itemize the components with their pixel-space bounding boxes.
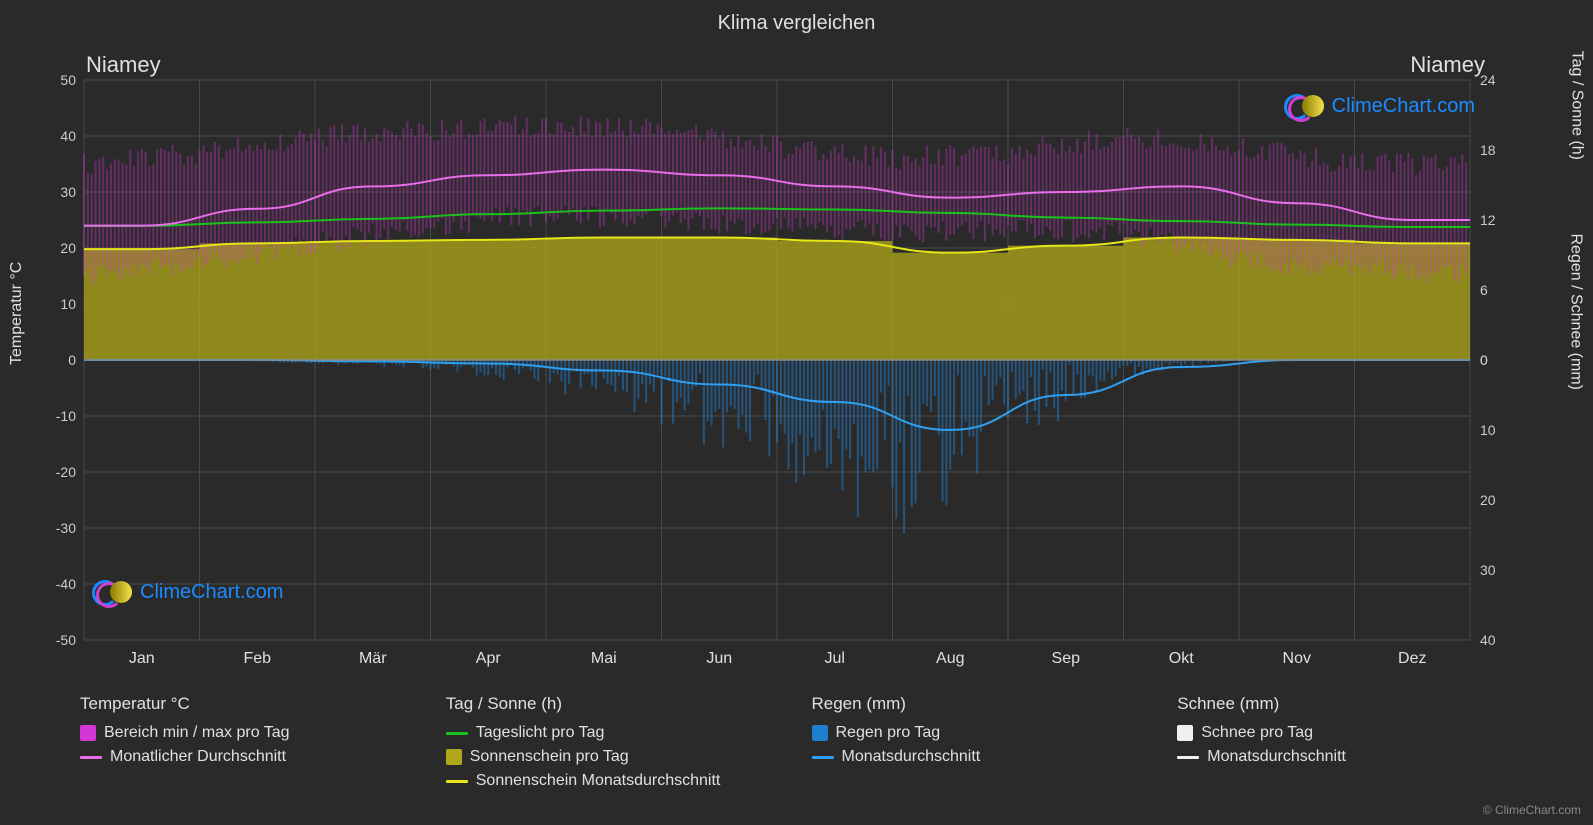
- chart-title: Klima vergleichen: [718, 12, 876, 35]
- legend-item: Schnee pro Tag: [1177, 724, 1533, 742]
- y-tick-label-sun: 12: [1480, 212, 1520, 228]
- y-axis-title-sun: Tag / Sonne (h): [1567, 51, 1585, 160]
- x-tick-label: Mai: [591, 650, 617, 668]
- legend-label: Sonnenschein pro Tag: [470, 748, 629, 766]
- legend-swatch-block: [80, 725, 96, 741]
- legend-swatch-block: [812, 725, 828, 741]
- y-tick-label-left: 30: [36, 184, 76, 200]
- legend-swatch-block: [446, 749, 462, 765]
- y-tick-label-left: 40: [36, 128, 76, 144]
- legend-item: Monatsdurchschnitt: [1177, 748, 1533, 766]
- x-tick-label: Apr: [476, 650, 501, 668]
- legend-header: Temperatur °C: [80, 694, 436, 714]
- copyright: © ClimeChart.com: [1483, 803, 1581, 817]
- legend-swatch-line: [446, 732, 468, 735]
- x-tick-label: Jul: [825, 650, 845, 668]
- legend-label: Monatsdurchschnitt: [1207, 748, 1346, 766]
- legend-label: Regen pro Tag: [836, 724, 941, 742]
- y-tick-label-left: 20: [36, 240, 76, 256]
- y-tick-label-left: -30: [36, 520, 76, 536]
- x-tick-label: Sep: [1052, 650, 1080, 668]
- legend-label: Sonnenschein Monatsdurchschnitt: [476, 772, 721, 790]
- legend-swatch-line: [446, 780, 468, 783]
- legend-column: Regen (mm) Regen pro Tag Monatsdurchschnit…: [812, 694, 1168, 790]
- y-tick-label-left: -20: [36, 464, 76, 480]
- y-tick-label-sun: 6: [1480, 282, 1520, 298]
- legend-column: Tag / Sonne (h) Tageslicht pro Tag Sonnens…: [446, 694, 802, 790]
- legend-item: Monatlicher Durchschnitt: [80, 748, 436, 766]
- legend-swatch-line: [812, 756, 834, 759]
- y-tick-label-rain: 40: [1480, 632, 1520, 648]
- y-tick-label-rain: 20: [1480, 492, 1520, 508]
- y-tick-label-sun: 18: [1480, 142, 1520, 158]
- legend-item: Regen pro Tag: [812, 724, 1168, 742]
- y-tick-label-left: -40: [36, 576, 76, 592]
- logo-bottom-left: ClimeChart.com: [92, 580, 283, 604]
- x-tick-label: Jun: [706, 650, 732, 668]
- y-tick-label-sun: 24: [1480, 72, 1520, 88]
- x-tick-label: Okt: [1169, 650, 1194, 668]
- legend-item: Sonnenschein Monatsdurchschnitt: [446, 772, 802, 790]
- legend-label: Monatsdurchschnitt: [842, 748, 981, 766]
- y-tick-label-left: 10: [36, 296, 76, 312]
- y-tick-label-rain: 10: [1480, 422, 1520, 438]
- legend-swatch-block: [1177, 725, 1193, 741]
- legend-header: Regen (mm): [812, 694, 1168, 714]
- x-tick-label: Nov: [1283, 650, 1311, 668]
- legend-label: Monatlicher Durchschnitt: [110, 748, 286, 766]
- legend-column: Temperatur °C Bereich min / max pro Tag Mo…: [80, 694, 436, 790]
- y-axis-title-left: Temperatur °C: [8, 262, 26, 365]
- logo-text: ClimeChart.com: [1332, 95, 1475, 118]
- legend-label: Bereich min / max pro Tag: [104, 724, 290, 742]
- x-tick-label: Feb: [243, 650, 271, 668]
- climechart-icon: [1284, 94, 1328, 118]
- y-tick-label-left: -50: [36, 632, 76, 648]
- legend-item: Tageslicht pro Tag: [446, 724, 802, 742]
- logo-top-right: ClimeChart.com: [1284, 94, 1475, 118]
- climechart-icon: [92, 580, 136, 604]
- x-tick-label: Dez: [1398, 650, 1426, 668]
- y-tick-label-left: 50: [36, 72, 76, 88]
- legend-item: Monatsdurchschnitt: [812, 748, 1168, 766]
- x-tick-label: Mär: [359, 650, 387, 668]
- x-tick-label: Jan: [129, 650, 155, 668]
- legend-label: Tageslicht pro Tag: [476, 724, 605, 742]
- legend-label: Schnee pro Tag: [1201, 724, 1313, 742]
- legend-header: Schnee (mm): [1177, 694, 1533, 714]
- city-label-right: Niamey: [1410, 52, 1485, 78]
- legend-swatch-line: [1177, 756, 1199, 759]
- y-tick-label-left: 0: [36, 352, 76, 368]
- city-label-left: Niamey: [86, 52, 161, 78]
- legend-column: Schnee (mm) Schnee pro Tag Monatsdurchschn…: [1177, 694, 1533, 790]
- legend-header: Tag / Sonne (h): [446, 694, 802, 714]
- y-tick-label-rain: 0: [1480, 352, 1520, 368]
- y-axis-title-rain: Regen / Schnee (mm): [1567, 233, 1585, 390]
- x-tick-label: Aug: [936, 650, 964, 668]
- legend: Temperatur °C Bereich min / max pro Tag Mo…: [80, 694, 1533, 790]
- y-tick-label-rain: 30: [1480, 562, 1520, 578]
- legend-swatch-line: [80, 756, 102, 759]
- logo-text: ClimeChart.com: [140, 581, 283, 604]
- legend-item: Bereich min / max pro Tag: [80, 724, 436, 742]
- legend-item: Sonnenschein pro Tag: [446, 748, 802, 766]
- chart-container: { "title": "Klima vergleichen", "city_le…: [0, 0, 1593, 825]
- y-tick-label-left: -10: [36, 408, 76, 424]
